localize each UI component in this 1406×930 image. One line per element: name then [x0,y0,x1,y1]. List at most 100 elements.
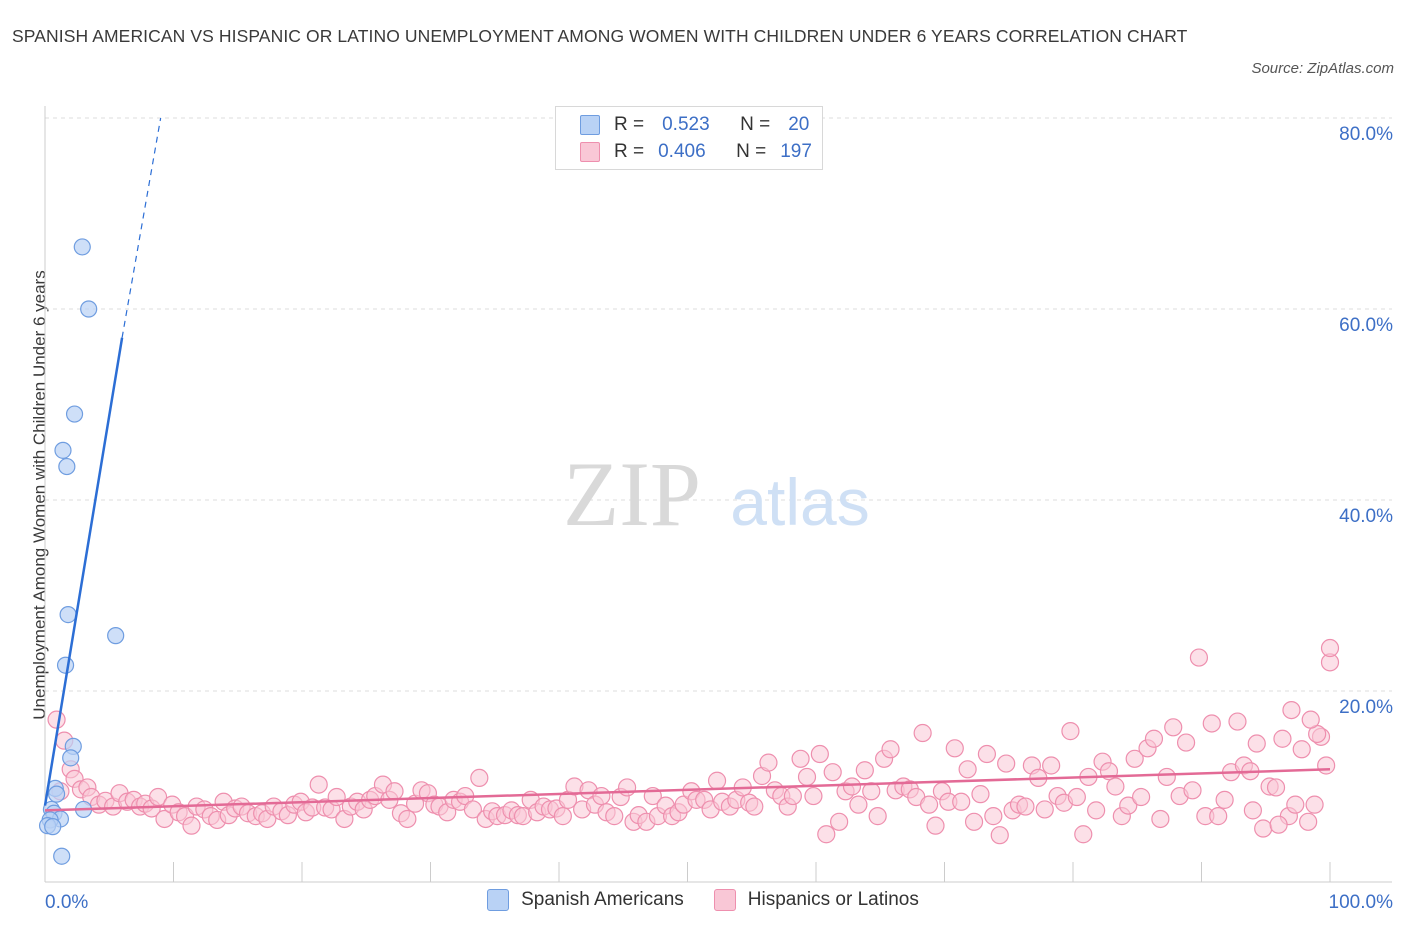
hispanic-point [1074,825,1093,844]
hispanic-point [1016,797,1035,816]
source-label: Source: ZipAtlas.com [1251,60,1394,77]
watermark-zip: ZIP [563,443,701,545]
x-tick-label-min: 0.0% [45,892,88,913]
spanish-american-point [80,300,98,318]
hispanic-point [398,809,417,829]
spanish-american-point [54,441,72,459]
hispanic-point [463,800,483,819]
hispanic-point [913,723,932,743]
spanish-american-point [59,605,77,624]
hispanic-point [1035,800,1054,819]
hispanic-point [309,775,328,794]
legend-swatch-blue [487,889,510,911]
hispanic-point [759,753,778,772]
legend-n-label: N = [740,114,771,135]
hispanic-point [997,754,1016,773]
hispanic-point [148,787,168,807]
series-legend: Spanish Americans Hispanics or Latinos [0,889,1406,911]
hispanic-point [1299,812,1318,831]
spanish-american-trend-line [43,337,124,806]
hispanic-point [1292,740,1311,759]
hispanic-point [958,760,977,779]
spanish-american-point [58,457,76,476]
hispanic-point [1286,795,1305,814]
hispanic-point [1157,767,1176,787]
hispanic-point [1067,787,1086,807]
legend-r-label: R = [614,141,645,162]
hispanic-point [470,768,489,788]
y-tick-label: 80.0% [1339,124,1393,145]
hispanic-point [1106,777,1125,796]
hispanic-point [1269,815,1288,834]
hispanic-point [830,812,849,831]
stats-legend: R = 0.523 N = 20 R = 0.406 N = 197 [555,106,823,170]
watermark-atlas: atlas [730,465,869,539]
spanish-american-point [44,818,62,836]
hispanic-point [182,816,201,835]
hispanic-point [797,767,817,787]
hispanic-point [855,761,874,780]
legend-item-spanish-americans: Spanish Americans [487,889,684,911]
spanish-american-point [47,785,66,803]
hispanic-point [1189,648,1209,667]
hispanic-point [919,795,939,814]
hispanic-point [1151,809,1170,829]
hispanic-point [990,826,1009,845]
hispanic-point [618,778,637,797]
hispanic-point [1247,734,1266,753]
spanish-american-point [53,847,71,865]
hispanic-point [1317,756,1336,775]
hispanic-trend-line [44,768,1331,812]
legend-n-value-b: 197 [780,141,812,162]
hispanic-point [1215,790,1234,809]
hispanic-point [945,739,964,758]
hispanic-point [823,763,842,782]
trend-lines [43,117,1331,812]
legend-r-value-a: 0.523 [662,114,710,135]
hispanic-point [1254,819,1273,838]
hispanic-point [1183,781,1202,800]
hispanic-point [1266,778,1286,797]
hispanic-point [984,807,1003,826]
legend-row-hispanics: R = 0.406 N = 197 [580,139,812,165]
hispanic-point [868,807,887,826]
hispanic-point [605,807,624,826]
y-tick-label: 20.0% [1339,697,1393,718]
hispanic-point [1243,801,1263,820]
hispanic-point [1061,722,1080,741]
hispanic-point [592,786,611,806]
hispanic-point [1209,807,1228,826]
hispanic-point [1176,733,1196,752]
hispanic-point [810,744,829,764]
y-tick-label: 60.0% [1339,315,1393,336]
hispanic-point [707,771,727,790]
legend-item-hispanics: Hispanics or Latinos [713,889,919,911]
spanish-american-trend-extension [121,117,162,338]
legend-row-spanish-americans: R = 0.523 N = 20 [580,112,809,138]
hispanic-point [842,777,862,796]
legend-swatch-pink [713,889,736,911]
spanish-american-points [38,238,125,865]
legend-n-value-a: 20 [788,114,810,135]
legend-r-value-b: 0.406 [658,141,706,162]
hispanic-point [1164,718,1183,737]
legend-label-hispanics: Hispanics or Latinos [747,889,919,910]
hispanic-point [553,807,572,826]
hispanic-point [1282,700,1301,720]
hispanic-point [47,710,66,729]
hispanic-point [1119,796,1138,815]
x-tick-label-max: 100.0% [1329,892,1394,913]
hispanic-point [849,795,868,814]
hispanic-point [1202,714,1221,733]
hispanic-point [952,792,971,811]
spanish-american-point [62,749,80,767]
hispanic-point [964,812,984,831]
hispanic-point [804,786,823,806]
hispanic-point [1144,729,1164,748]
hispanic-point [926,816,945,835]
hispanic-point [1305,795,1324,814]
legend-swatch-pink [580,142,600,162]
hispanic-point [971,785,990,804]
hispanic-point [1301,710,1320,729]
